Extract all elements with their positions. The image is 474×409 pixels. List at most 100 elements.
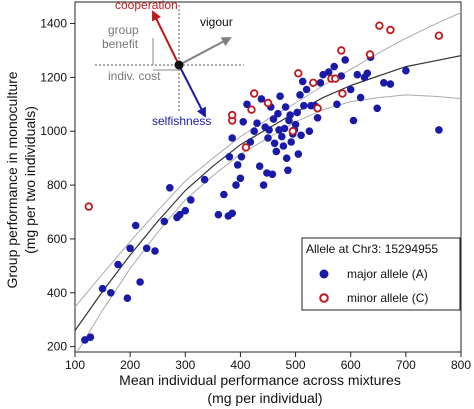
data-point-minor-allele [288, 126, 297, 136]
data-point-minor-allele [313, 104, 322, 113]
data-point-minor-allele [331, 74, 340, 83]
data-point-minor-allele [365, 50, 375, 59]
x-axis-title-line1: Mean individual performance across mixtu… [119, 372, 401, 388]
data-point-minor-allele [309, 78, 318, 87]
cooperation-arrow [152, 10, 180, 66]
x-tick-label: 600 [341, 358, 361, 372]
y-tick-label: 400 [47, 286, 67, 300]
data-point-major-allele [220, 190, 228, 199]
plot-frame [74, 1, 462, 353]
data-point-major-allele [286, 111, 294, 119]
data-point-major-allele [300, 101, 308, 110]
data-point-major-allele [346, 85, 355, 94]
data-point-major-allele [272, 147, 281, 156]
x-tick-label: 400 [230, 358, 250, 372]
data-point-minor-allele [227, 110, 237, 120]
legend-label-major: major allele (A) [347, 267, 428, 281]
data-point-major-allele [98, 284, 107, 293]
data-point-major-allele [225, 153, 234, 161]
data-point-minor-allele [241, 143, 251, 152]
data-point-major-allele [123, 294, 132, 303]
data-point-major-allele [200, 175, 209, 184]
data-point-major-allele [373, 104, 382, 113]
legend: Allele at Chr3: 15294955 major allele (A… [301, 237, 461, 311]
data-point-major-allele [136, 278, 144, 286]
selfishness-label: selfishness [152, 114, 211, 128]
x-tick-label: 700 [396, 358, 416, 372]
data-point-major-allele [233, 161, 242, 169]
legend-title: Allele at Chr3: 15294955 [306, 242, 438, 256]
data-point-major-allele [187, 196, 195, 204]
data-point-major-allele [282, 154, 291, 162]
data-point-minor-allele [375, 21, 384, 30]
cooperation-label: cooperation [115, 0, 178, 12]
data-point-major-allele [287, 138, 296, 146]
data-point-major-allele [298, 77, 307, 86]
data-point-major-allele [281, 103, 290, 111]
data-point-minor-allele [84, 202, 93, 211]
x-tick-label: 100 [65, 358, 85, 372]
legend-marker-major [319, 269, 329, 279]
vigour-label: vigour [200, 15, 233, 29]
data-point-major-allele [228, 134, 236, 142]
y-axis-title-line1: Group performance in monoculture [4, 71, 20, 288]
data-point-major-allele [142, 244, 151, 253]
y-tick-label: 1400 [40, 17, 67, 31]
x-axis-title-line2: (mg per individual) [207, 390, 322, 406]
data-point-minor-allele [249, 89, 259, 98]
data-point-major-allele [297, 131, 305, 140]
x-tick-label: 800 [451, 358, 471, 372]
legend-label-minor: minor allele (C) [347, 291, 428, 305]
data-point-major-allele [246, 138, 255, 146]
data-point-major-allele [268, 170, 277, 179]
data-point-major-allele [237, 153, 246, 161]
data-point-major-allele [341, 56, 350, 64]
data-point-major-allele [107, 289, 115, 297]
data-point-major-allele [435, 126, 443, 134]
data-point-major-allele [131, 221, 140, 230]
data-point-major-allele [349, 116, 358, 125]
data-point-major-allele [291, 120, 300, 129]
data-point-major-allele [86, 333, 95, 342]
selfishness-arrow [178, 64, 206, 118]
data-point-major-allele [255, 162, 264, 170]
indiv-cost-label: indiv. cost [108, 69, 161, 83]
data-point-minor-allele [263, 98, 273, 108]
data-point-minor-allele [294, 69, 303, 78]
data-point-major-allele [324, 68, 333, 76]
data-point-major-allele [296, 91, 304, 99]
data-point-major-allele [363, 69, 372, 78]
points-layer [81, 21, 444, 344]
y-tick-label: 600 [47, 232, 67, 246]
data-point-major-allele [276, 92, 284, 100]
data-point-major-allele [114, 260, 122, 269]
group-benefit-label-line2: benefit [102, 37, 139, 51]
data-point-minor-allele [434, 31, 444, 40]
data-point-major-allele [330, 62, 339, 71]
legend-marker-minor [319, 293, 329, 303]
data-point-minor-allele [338, 89, 347, 98]
x-tick-label: 500 [286, 358, 306, 372]
data-point-major-allele [302, 85, 311, 94]
data-point-major-allele [284, 166, 292, 175]
ticks-layer: 100 200 300 400 500 600 700 800 200 400 600 800 1000… [40, 17, 471, 372]
data-point-minor-allele [247, 105, 256, 114]
data-point-major-allele [236, 174, 245, 183]
data-point-major-allele [243, 100, 251, 109]
data-point-major-allele [228, 209, 236, 218]
data-point-major-allele [353, 70, 362, 79]
y-axis-title-line2: (mg per two individuals) [22, 106, 38, 254]
data-point-major-allele [126, 244, 134, 253]
y-tick-label: 1200 [40, 70, 67, 84]
data-point-major-allele [257, 95, 266, 103]
data-point-major-allele [305, 127, 314, 135]
group-benefit-label-line1: group [108, 23, 139, 37]
data-point-major-allele [239, 118, 247, 126]
data-point-minor-allele [337, 46, 346, 55]
data-point-major-allele [269, 115, 278, 123]
y-tick-label: 200 [47, 340, 67, 354]
data-point-major-allele [402, 66, 410, 75]
data-point-major-allele [250, 127, 258, 135]
data-point-major-allele [279, 142, 288, 150]
